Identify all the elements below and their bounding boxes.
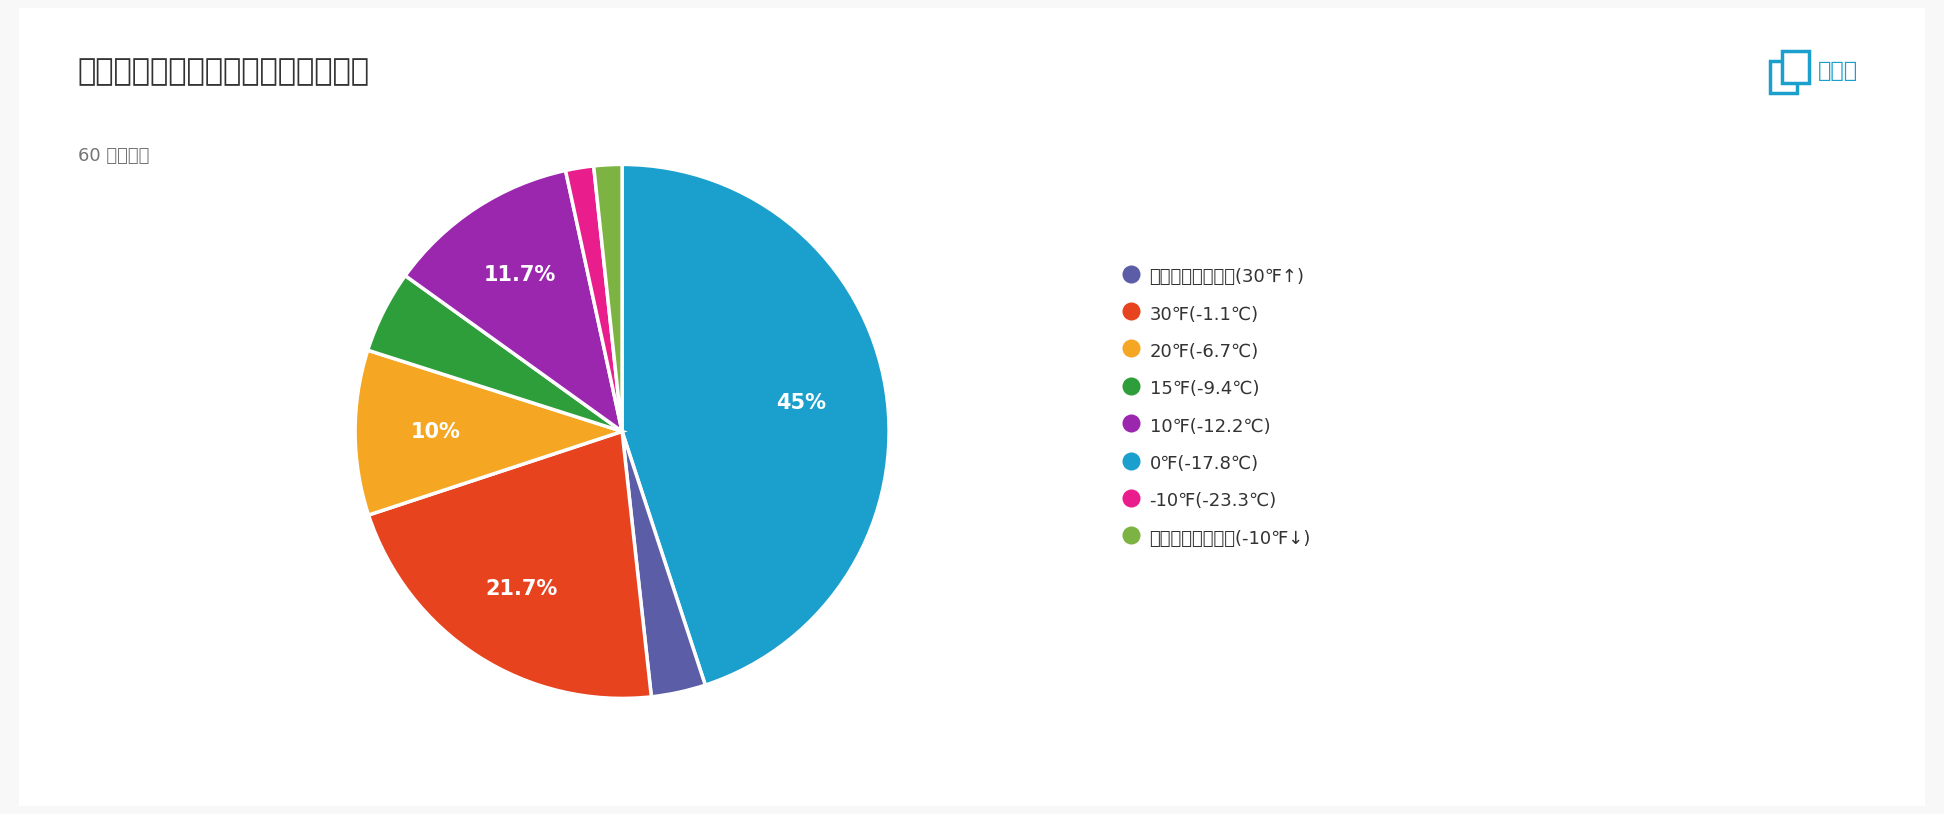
Text: 11.7%: 11.7% [484, 265, 556, 285]
FancyBboxPatch shape [1783, 51, 1808, 83]
Wedge shape [369, 431, 651, 698]
Text: 冬用アンダーキルトの対応温度は？: 冬用アンダーキルトの対応温度は？ [78, 57, 369, 86]
Text: 60 件の回答: 60 件の回答 [78, 147, 150, 164]
Wedge shape [367, 276, 622, 431]
Text: コピー: コピー [1818, 61, 1858, 81]
Wedge shape [622, 431, 706, 697]
Text: 45%: 45% [776, 393, 826, 413]
Wedge shape [622, 164, 888, 685]
Wedge shape [356, 350, 622, 515]
Text: 10%: 10% [410, 422, 461, 442]
Legend: もっと高温に対応(30℉↑), 30℉(-1.1℃), 20℉(-6.7℃), 15℉(-9.4℃), 10℉(-12.2℃), 0℉(-17.8℃), -10: もっと高温に対応(30℉↑), 30℉(-1.1℃), 20℉(-6.7℃), … [1118, 256, 1320, 558]
Wedge shape [404, 170, 622, 431]
Wedge shape [566, 166, 622, 431]
Wedge shape [593, 164, 622, 431]
Text: 21.7%: 21.7% [484, 579, 558, 598]
